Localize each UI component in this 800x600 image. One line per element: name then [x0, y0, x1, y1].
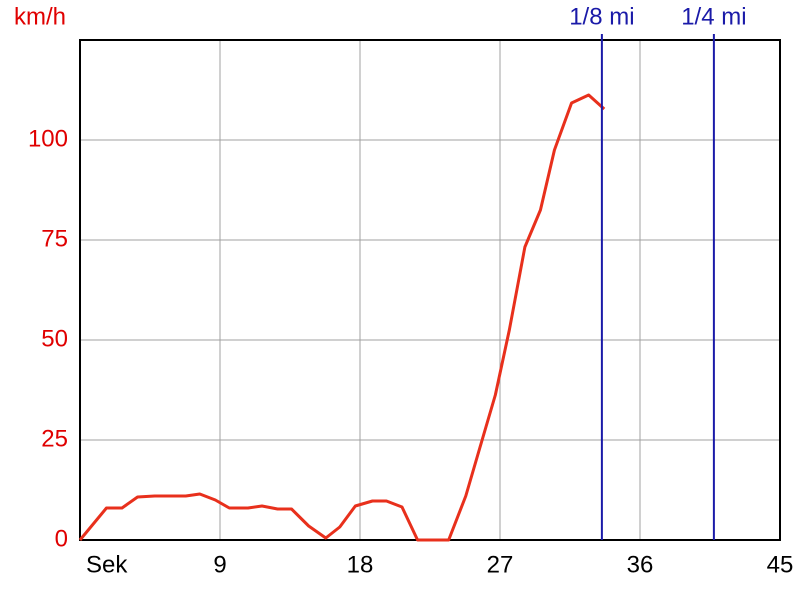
distance-marker-label: 1/8 mi: [569, 3, 634, 30]
x-tick-label: 36: [627, 551, 654, 578]
x-tick-label: 9: [213, 551, 226, 578]
x-tick-label: 18: [347, 551, 374, 578]
y-tick-label: 0: [55, 525, 68, 552]
x-tick-label: Sek: [86, 551, 128, 578]
plot-frame: [79, 39, 781, 541]
x-tick-label: 45: [767, 551, 794, 578]
x-tick-label: 27: [487, 551, 514, 578]
distance-marker-label: 1/4 mi: [681, 3, 746, 30]
data-line: [78, 93, 606, 542]
y-tick-label: 25: [41, 425, 68, 452]
y-tick-label: 50: [41, 325, 68, 352]
y-tick-label: 100: [28, 125, 68, 152]
y-axis-label: km/h: [14, 3, 66, 30]
y-tick-label: 75: [41, 225, 68, 252]
